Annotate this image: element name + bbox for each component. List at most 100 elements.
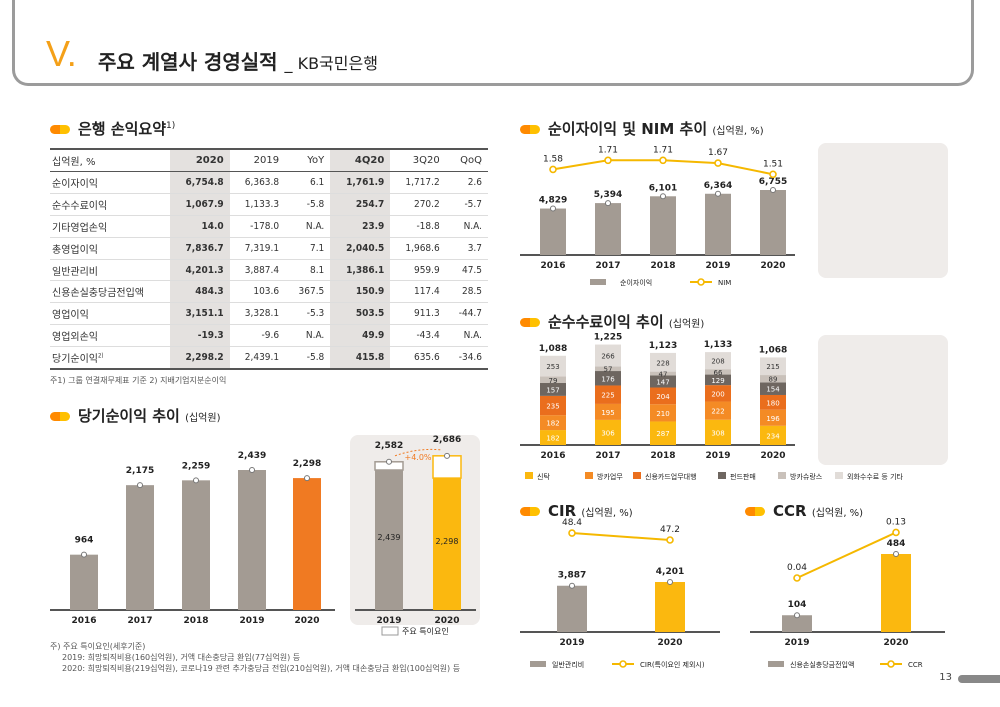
ccr-line-label: 0.04 bbox=[787, 563, 807, 573]
fee-total: 1,225 bbox=[594, 333, 622, 343]
fee-segment bbox=[540, 383, 566, 396]
ccr-marker bbox=[893, 551, 899, 557]
net-income-value: 964 bbox=[75, 536, 94, 546]
net-income-value: 2,259 bbox=[182, 461, 210, 471]
fee-segment bbox=[540, 376, 566, 384]
cir-bar bbox=[655, 582, 685, 632]
ccr-title: CCR (십억원, %) bbox=[745, 502, 863, 520]
table-cell: 484.3 bbox=[169, 280, 230, 304]
page-title: 주요 계열사 경영실적 _ KB국민은행 bbox=[98, 50, 378, 74]
cir-marker bbox=[569, 582, 575, 589]
nim-label: 1.58 bbox=[543, 154, 563, 164]
table-cell: -178.0 bbox=[229, 215, 286, 238]
fee-legend-label: 신용카드업무대행 bbox=[645, 472, 697, 481]
fee-segment-label: 306 bbox=[601, 429, 615, 437]
ccr-bar bbox=[881, 554, 911, 632]
nii-title: 순이자이익 및 NIM 추이 (십억원, %) bbox=[520, 118, 764, 139]
fee-segment bbox=[760, 425, 786, 445]
table-cell: 415.8 bbox=[330, 346, 391, 370]
fee-xlabel: 2016 bbox=[540, 451, 565, 461]
fee-segment-label: 147 bbox=[656, 378, 669, 386]
table-row: 일반관리비 4,201.3 3,887.4 8.1 1,386.1 959.9 47.5 bbox=[50, 259, 488, 282]
table-cell: 3,887.4 bbox=[229, 259, 286, 282]
net-income-special-xlabel: 2019 bbox=[376, 616, 401, 626]
nii-value: 6,755 bbox=[759, 177, 787, 187]
table-header: QoQ bbox=[445, 148, 488, 172]
nii-marker bbox=[550, 205, 556, 212]
fee-segment-label: 196 bbox=[766, 415, 780, 423]
nim-point bbox=[769, 170, 777, 179]
table-row: 기타영업손익 14.0 -178.0 N.A. 23.9 -18.8 N.A. bbox=[50, 215, 488, 238]
ccr-point bbox=[793, 574, 801, 582]
nim-label: 1.67 bbox=[708, 148, 728, 158]
nii-marker bbox=[770, 187, 776, 193]
cir-line-label: 48.4 bbox=[562, 518, 582, 528]
cir-point bbox=[568, 529, 576, 537]
net-income-special-bar bbox=[375, 470, 403, 610]
fee-segment-label: 225 bbox=[601, 392, 614, 400]
net-income-marker bbox=[81, 551, 87, 558]
net-income-special-inner-value: 2,439 bbox=[378, 533, 401, 542]
table-cell: -19.3 bbox=[169, 324, 230, 348]
fee-segment-label: 235 bbox=[546, 403, 559, 411]
table-cell: 총영업이익 bbox=[50, 237, 170, 260]
nii-value: 6,101 bbox=[649, 183, 677, 193]
table-cell: -34.6 bbox=[445, 346, 488, 370]
net-income-bar bbox=[70, 554, 98, 610]
table-row: 신용손실충당금전입액 484.3 103.6 367.5 150.9 117.4 28.5 bbox=[50, 280, 488, 304]
fee-legend-swatch bbox=[525, 472, 533, 479]
fee-segment-label: 215 bbox=[766, 363, 779, 371]
ccr-legend-dot bbox=[887, 660, 895, 668]
fee-segment-label: 204 bbox=[656, 393, 670, 401]
table-row: 순수수료이익 1,067.9 1,133.3 -5.8 254.7 270.2 -5.7 bbox=[50, 193, 488, 216]
fee-segment-label: 266 bbox=[601, 352, 615, 360]
table-cell: 기타영업손익 bbox=[50, 215, 170, 238]
page-bar bbox=[958, 675, 1000, 683]
net-income-special-bar bbox=[433, 478, 461, 610]
fee-segment bbox=[705, 385, 731, 402]
table-cell: 당기순이익2) bbox=[50, 346, 170, 370]
fee-total: 1,088 bbox=[539, 344, 567, 354]
page-number: 13 bbox=[939, 672, 952, 683]
net-income-xlabel: 2016 bbox=[71, 616, 96, 626]
special-factor-bar bbox=[432, 455, 462, 479]
table-header: 십억원, % bbox=[50, 148, 170, 172]
header-frame bbox=[12, 0, 974, 86]
table-cell: 254.7 bbox=[330, 193, 391, 216]
nii-xlabel: 2016 bbox=[540, 261, 565, 271]
fee-legend-label: 신탁 bbox=[537, 472, 550, 481]
nii-bar bbox=[705, 193, 731, 255]
cir-point bbox=[666, 536, 674, 544]
fee-legend-label: 방카업무 bbox=[597, 472, 623, 481]
fee-segment bbox=[595, 366, 621, 372]
special-legend-swatch bbox=[381, 626, 399, 636]
nii-value: 4,829 bbox=[539, 196, 567, 206]
net-income-marker bbox=[137, 482, 143, 489]
nim-label: 1.71 bbox=[598, 145, 618, 155]
nii-xlabel: 2017 bbox=[595, 261, 620, 271]
net-income-xlabel: 2018 bbox=[183, 616, 208, 626]
nii-quarter-panel bbox=[818, 143, 948, 278]
table-cell: 103.6 bbox=[229, 280, 286, 304]
fee-segment-label: 47 bbox=[659, 371, 668, 379]
fee-segment-label: 195 bbox=[601, 409, 614, 417]
nii-legend-label: 순이자이익 bbox=[620, 278, 652, 287]
ccr-legend-label: CCR bbox=[908, 661, 923, 669]
nii-xlabel: 2019 bbox=[705, 261, 730, 271]
nii-bar bbox=[540, 208, 566, 255]
fee-segment bbox=[760, 357, 786, 376]
ccr-legend-swatch bbox=[768, 661, 784, 667]
fee-segment bbox=[650, 375, 676, 388]
fee-segment-label: 200 bbox=[711, 390, 724, 398]
table-header: 2020 bbox=[169, 148, 230, 172]
net-income-bar bbox=[182, 480, 210, 610]
net-income-xlabel: 2017 bbox=[127, 616, 152, 626]
table-cell: 신용손실충당금전입액 bbox=[50, 280, 170, 304]
ccr-line bbox=[796, 531, 897, 579]
ccr-point bbox=[892, 528, 900, 537]
table-row: 당기순이익2) 2,298.2 2,439.1 -5.8 415.8 635.6 -34.6 bbox=[50, 346, 488, 370]
table-cell: 7,319.1 bbox=[229, 237, 286, 260]
fee-segment bbox=[595, 385, 621, 404]
fee-xlabel: 2019 bbox=[705, 451, 730, 461]
nii-marker bbox=[660, 193, 666, 200]
